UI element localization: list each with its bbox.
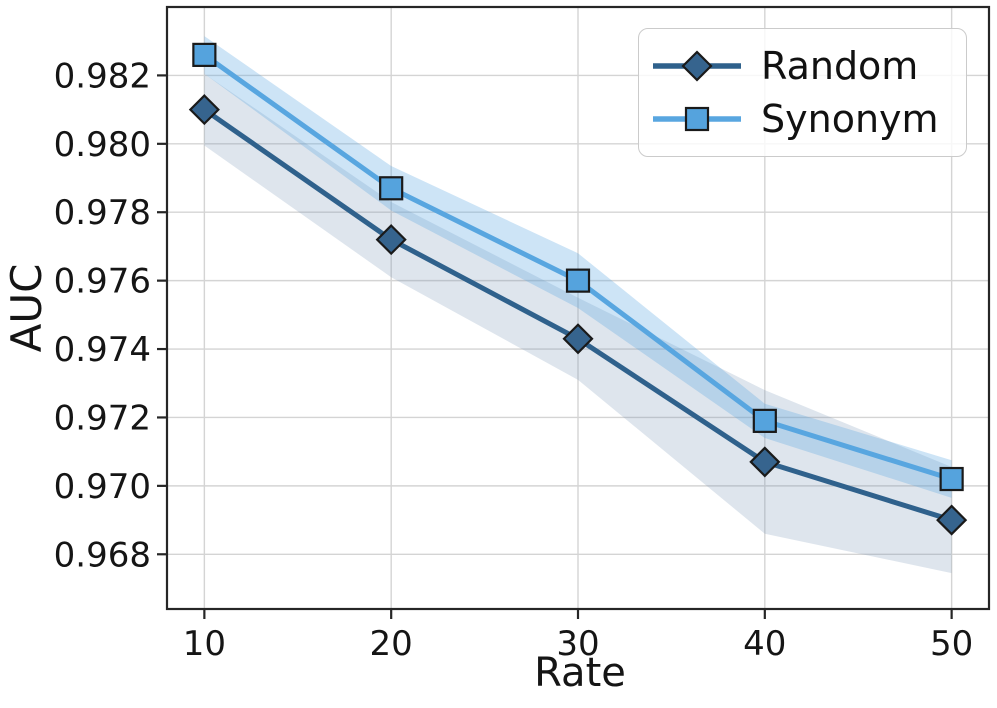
synonym-marker — [192, 42, 217, 67]
random-line-diamond-icon — [653, 50, 741, 82]
x-tick-label: 30 — [556, 624, 599, 664]
legend: Random Synonym — [638, 28, 967, 157]
random-marker — [749, 446, 781, 478]
x-tick-label: 20 — [370, 624, 413, 664]
random-marker — [188, 94, 220, 126]
random-marker — [375, 224, 407, 256]
synonym-marker — [565, 268, 591, 293]
legend-item-synonym: Synonym — [651, 99, 954, 139]
random-marker — [936, 504, 968, 536]
x-tick-label: 40 — [743, 624, 786, 664]
synonym-line-square-icon — [653, 106, 741, 132]
y-axis-title: AUC — [2, 263, 51, 353]
x-tick-label: 50 — [930, 624, 973, 664]
y-tick-label: 0.968 — [54, 535, 151, 575]
synonym-marker — [939, 466, 964, 492]
legend-item-random: Random — [651, 46, 954, 86]
random-marker — [681, 50, 713, 82]
y-tick-label: 0.982 — [54, 56, 151, 96]
y-tick-label: 0.980 — [54, 125, 151, 165]
synonym-marker — [684, 106, 710, 132]
random-marker — [562, 323, 594, 355]
y-tick-label: 0.978 — [54, 193, 151, 233]
y-tick-label: 0.970 — [54, 467, 151, 507]
legend-label-random: Random — [761, 44, 919, 88]
y-tick-label: 0.974 — [54, 330, 151, 370]
x-axis-title: Rate — [534, 650, 626, 696]
synonym-marker — [379, 176, 404, 201]
markers — [188, 42, 968, 536]
y-tick-label: 0.976 — [54, 262, 151, 302]
legend-label-synonym: Synonym — [761, 97, 939, 141]
synonym-marker — [752, 408, 777, 433]
synonym-band — [204, 36, 952, 498]
x-tick-label: 10 — [183, 624, 226, 664]
y-tick-label: 0.972 — [54, 398, 151, 438]
axis-ticks-and-labels: 10 20 30 40 50 0.982 0.980 0.978 0.976 0.974 0.972… — [54, 56, 974, 664]
